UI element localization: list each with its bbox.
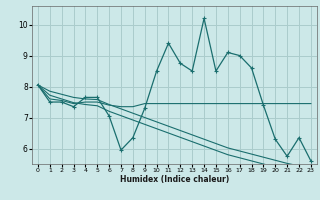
X-axis label: Humidex (Indice chaleur): Humidex (Indice chaleur) [120,175,229,184]
